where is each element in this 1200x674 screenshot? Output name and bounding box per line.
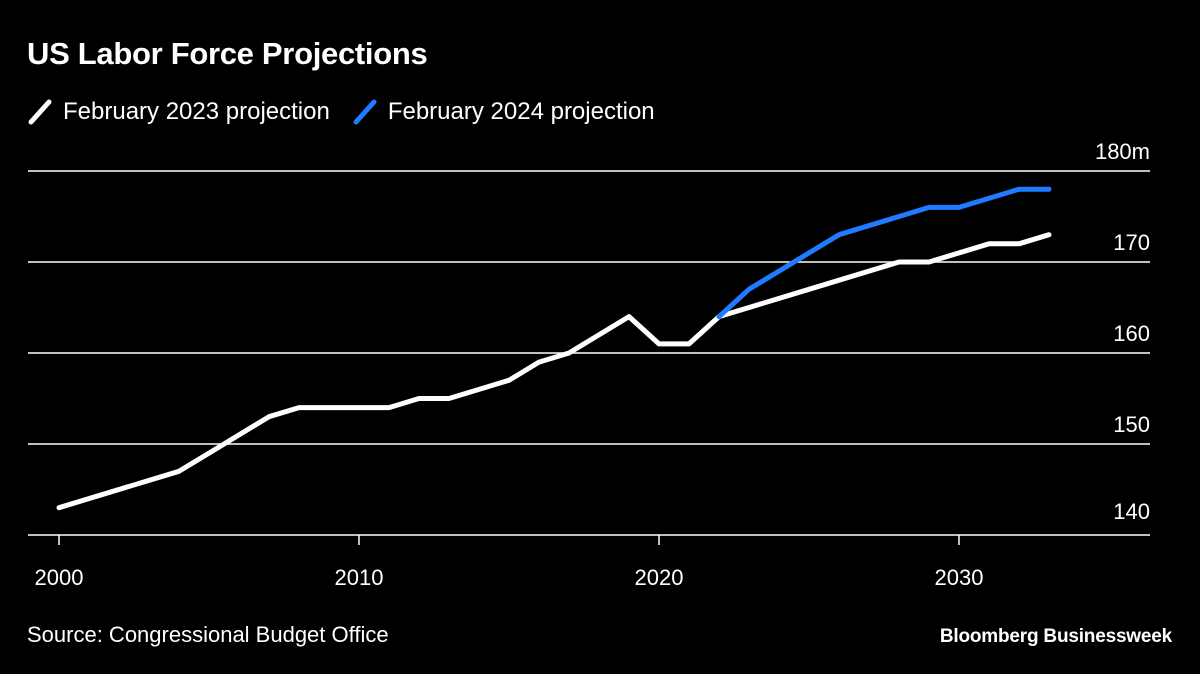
chart-title: US Labor Force Projections — [27, 36, 428, 71]
legend-label-feb-2023: February 2023 projection — [63, 98, 330, 125]
series-line-feb-2024 — [716, 186, 1052, 320]
legend-swatch-feb-2023 — [28, 99, 52, 125]
chart-legend: February 2023 projection February 2024 p… — [27, 97, 677, 127]
y-tick-label-140: 140 — [1113, 499, 1150, 524]
legend-item-feb-2024: February 2024 projection — [352, 97, 655, 127]
series-line-feb-2023 — [56, 232, 1052, 511]
x-tick-label-2010: 2010 — [335, 565, 384, 590]
legend-swatch-feb-2024 — [353, 99, 377, 125]
legend-item-feb-2023: February 2023 projection — [27, 97, 330, 127]
y-tick-label-150: 150 — [1113, 412, 1150, 437]
x-tick-label-2030: 2030 — [935, 565, 984, 590]
brand-logo: Bloomberg Businessweek — [939, 626, 1172, 647]
x-tick-label-2000: 2000 — [35, 565, 84, 590]
y-tick-label-160: 160 — [1113, 321, 1150, 346]
source-note: Source: Congressional Budget Office — [27, 622, 389, 647]
y-tick-label-180: 180m — [1095, 139, 1150, 164]
legend-label-feb-2024: February 2024 projection — [387, 98, 655, 125]
y-tick-label-170: 170 — [1113, 230, 1150, 255]
x-tick-label-2020: 2020 — [635, 565, 684, 590]
